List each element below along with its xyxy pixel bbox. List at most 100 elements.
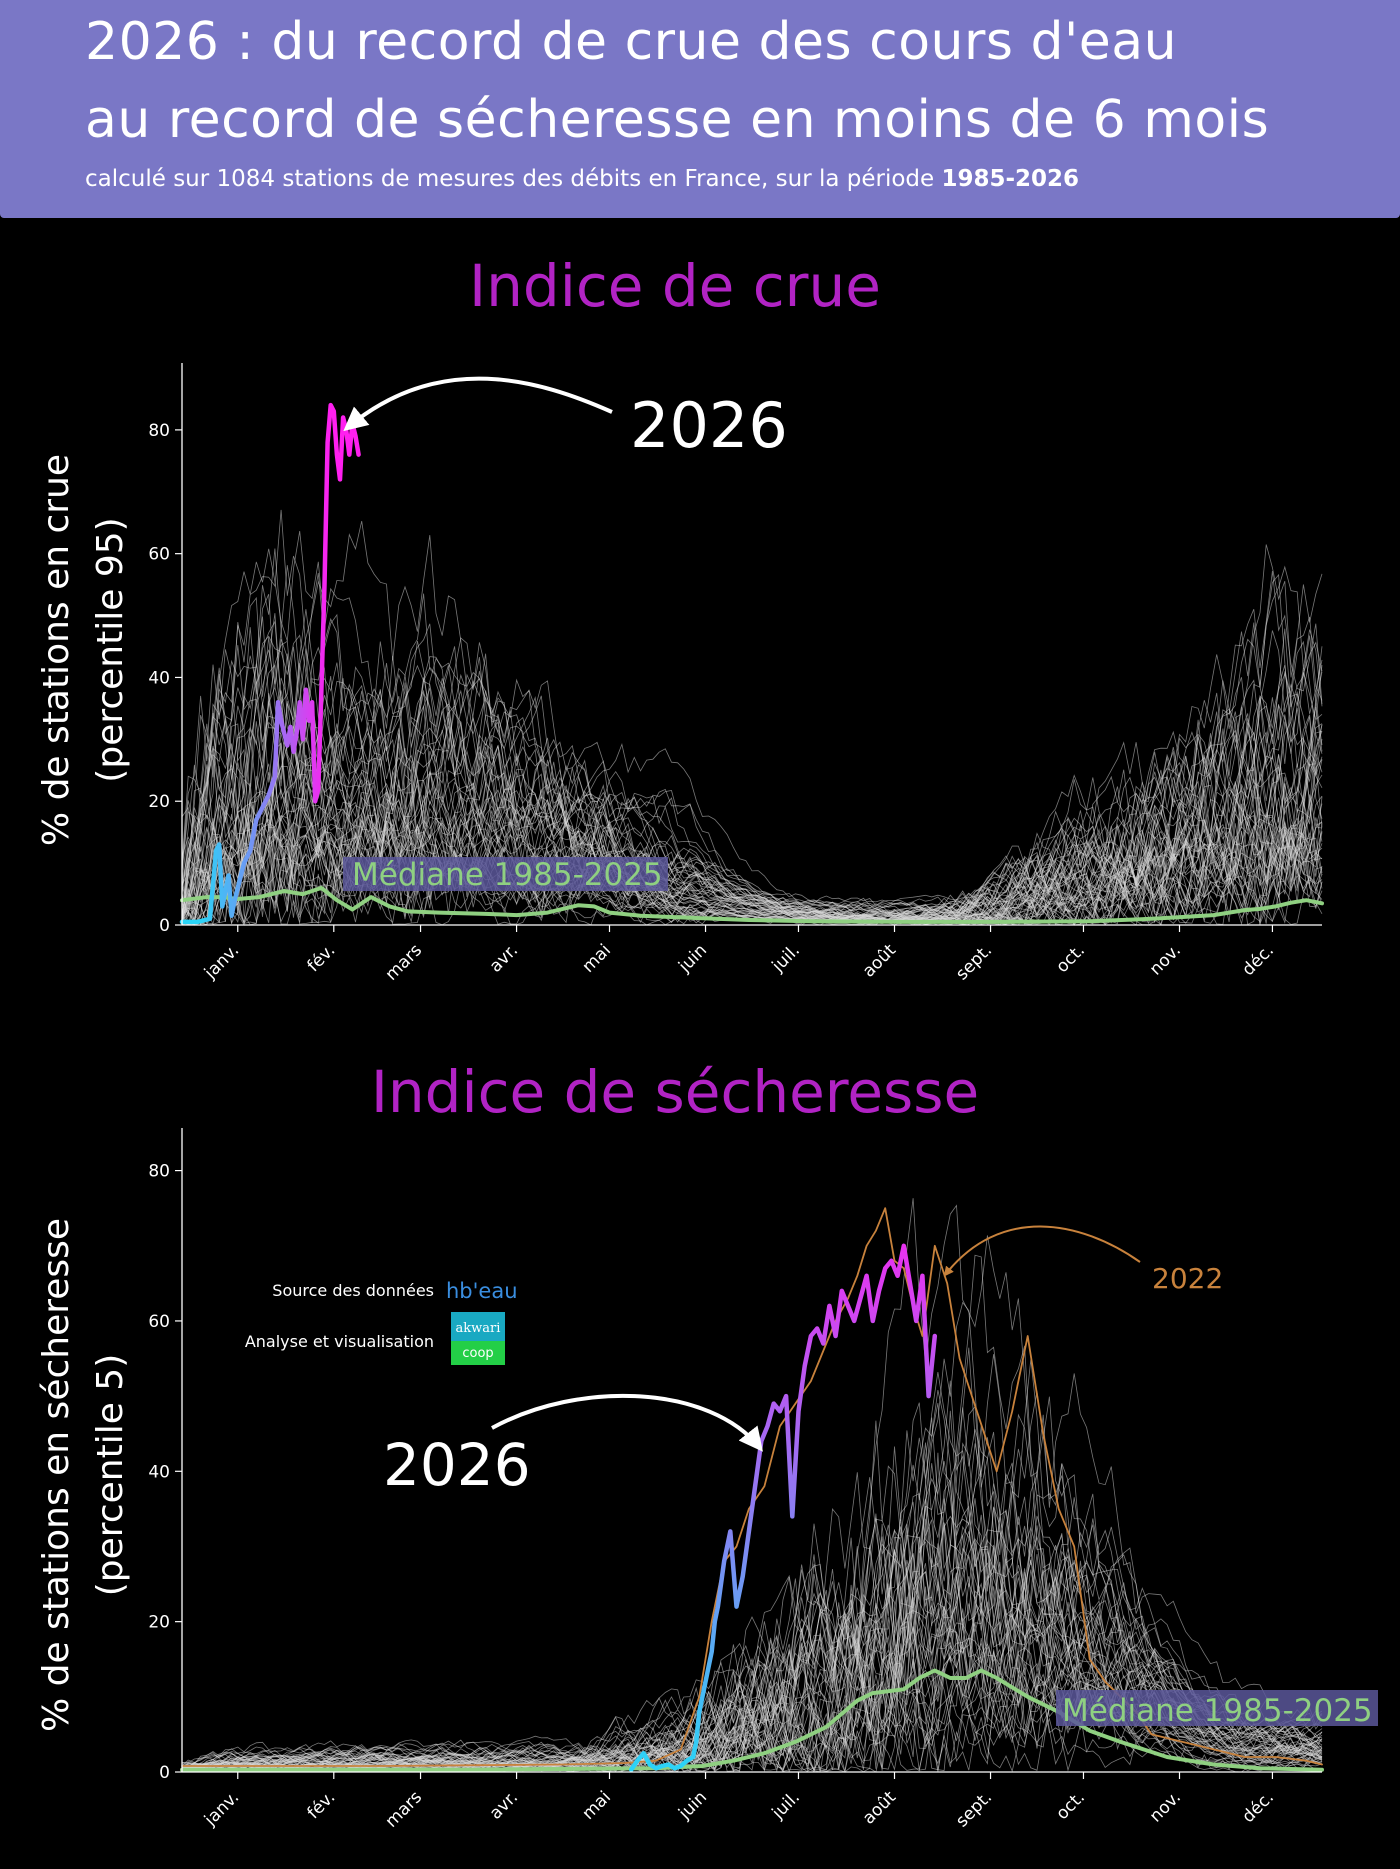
historical-year-line: [181, 1509, 1323, 1771]
arrow-to-2026-peak: [343, 376, 613, 432]
y-tick-label: 80: [148, 1162, 170, 1182]
y-tick-label: 60: [148, 1312, 170, 1332]
historical-year-line: [181, 616, 1323, 926]
x-tick-label: nov.: [1146, 1787, 1185, 1826]
historical-year-line: [181, 678, 1323, 925]
x-tick-label: janv.: [200, 1787, 243, 1830]
flood-chart: Médiane 1985-2025 0 20 40 60 80 janv. fév. mars…: [36, 363, 1324, 985]
drought-chart-title: Indice de sécheresse: [370, 1058, 980, 1126]
historical-year-line: [181, 654, 1323, 925]
x-tick-label: mai: [578, 1787, 615, 1824]
y-tick-label: 0: [159, 1763, 170, 1783]
year-2026-line: [628, 1243, 938, 1772]
header-banner: 2026 : du record de crue des cours d'eau…: [0, 0, 1400, 218]
subtitle-prefix: calculé sur 1084 stations de mesures des…: [85, 166, 942, 192]
median-label-text: Médiane 1985-2025: [1062, 1693, 1373, 1729]
historical-year-line: [181, 763, 1323, 925]
drought-y-label-line1: % de stations en sécheresse: [36, 1218, 77, 1732]
x-tick-label: janv.: [200, 940, 243, 983]
flood-y-label-line1: % de stations en crue: [36, 454, 77, 846]
analysis-label: Analyse et visualisation: [245, 1332, 434, 1351]
akwari-logo-top: [451, 1312, 505, 1341]
historical-year-line: [181, 1442, 1323, 1772]
akwari-logo-bottom: [451, 1341, 505, 1365]
median-label: Médiane 1985-2025: [1056, 1690, 1378, 1729]
historical-year-line: [181, 521, 1323, 922]
credits: Source des données hb'eau Analyse et vis…: [245, 1279, 518, 1365]
subtitle: calculé sur 1084 stations de mesures des…: [85, 166, 1079, 192]
annotation-2022: 2022: [1152, 1262, 1223, 1295]
historical-year-line: [181, 565, 1323, 923]
x-tick-label: fév.: [304, 940, 340, 976]
akwari-logo-text: akwari: [456, 1321, 501, 1336]
median-series-path: [180, 1668, 1324, 1772]
y-tick-label: 20: [148, 1613, 170, 1633]
flood-chart-title: Indice de crue: [469, 252, 881, 320]
y-tick-label: 40: [148, 1462, 170, 1482]
median-series-path: [180, 885, 1324, 924]
subtitle-period: 1985-2026: [941, 166, 1080, 192]
x-tick-label: avr.: [486, 1787, 522, 1823]
historical-year-line: [181, 1254, 1323, 1773]
median-label-box: [343, 857, 668, 891]
x-tick-label: juil.: [768, 1787, 804, 1823]
x-tick-label: juil.: [768, 940, 804, 976]
y-tick-label: 40: [148, 668, 170, 688]
x-tick-label: juin: [674, 940, 711, 977]
x-tick-label: déc.: [1238, 940, 1278, 980]
y-tick-label: 20: [148, 792, 170, 812]
x-tick-label: mars: [382, 940, 427, 985]
historical-year-line: [181, 656, 1323, 926]
x-tick-label: mai: [578, 940, 615, 977]
hubeau-logo: hb'eau: [446, 1279, 518, 1303]
year-2026-line: [179, 402, 361, 925]
historical-year-line: [181, 1529, 1323, 1773]
year-2026-series-path: [179, 402, 361, 925]
x-tick-label: déc.: [1238, 1787, 1278, 1827]
historical-year-line: [181, 1538, 1323, 1773]
median-label-box: [1056, 1690, 1378, 1726]
arrow-to-2022: [943, 1225, 1141, 1277]
y-tick-label: 0: [159, 916, 170, 936]
drought-chart: Médiane 1985-2025 0 20 40 60 80 janv. fév. mars…: [36, 1128, 1378, 1832]
x-tick-label: sept.: [952, 1787, 996, 1831]
historical-year-line: [181, 664, 1323, 926]
historical-year-line: [181, 1301, 1323, 1772]
median-label-text: Médiane 1985-2025: [352, 857, 663, 893]
year-2026-series-path: [628, 1243, 938, 1772]
y-tick-label: 60: [148, 545, 170, 565]
historical-year-line: [181, 593, 1323, 926]
x-tick-label: mars: [382, 1787, 427, 1832]
arrow-to-2026: [491, 1393, 763, 1452]
annotation-2026: 2026: [630, 389, 788, 462]
historical-year-line: [181, 779, 1323, 920]
median-line: [180, 1668, 1324, 1772]
coop-logo-text: coop: [462, 1346, 493, 1361]
median-line: [180, 885, 1324, 924]
x-tick-label: nov.: [1146, 940, 1185, 979]
historical-year-line: [181, 509, 1323, 926]
main-title-line2: au record de sécheresse en moins de 6 mo…: [85, 90, 1270, 150]
historical-year-line: [181, 1493, 1323, 1773]
x-tick-label: oct.: [1052, 940, 1089, 977]
annotation-2026: 2026: [383, 1431, 531, 1499]
historical-year-line: [181, 1570, 1323, 1773]
main-title-line1: 2026 : du record de crue des cours d'eau: [85, 12, 1178, 72]
historical-year-line: [181, 1354, 1323, 1772]
x-tick-label: août: [859, 940, 900, 981]
median-label: Médiane 1985-2025: [343, 857, 668, 893]
historical-year-line: [181, 1498, 1323, 1771]
historical-year-line: [181, 627, 1323, 922]
historical-year-line: [181, 613, 1323, 925]
x-tick-label: juin: [674, 1787, 711, 1824]
x-tick-label: oct.: [1052, 1787, 1089, 1824]
flood-y-label-line2: (percentile 95): [90, 517, 131, 782]
x-tick-label: août: [859, 1787, 900, 1828]
source-label: Source des données: [272, 1281, 434, 1300]
x-tick-label: fév.: [304, 1787, 340, 1823]
akwari-logo: akwari coop: [451, 1312, 505, 1365]
historical-year-line: [181, 1477, 1323, 1773]
x-tick-label: avr.: [486, 940, 522, 976]
drought-y-label-line2: (percentile 5): [90, 1354, 131, 1596]
